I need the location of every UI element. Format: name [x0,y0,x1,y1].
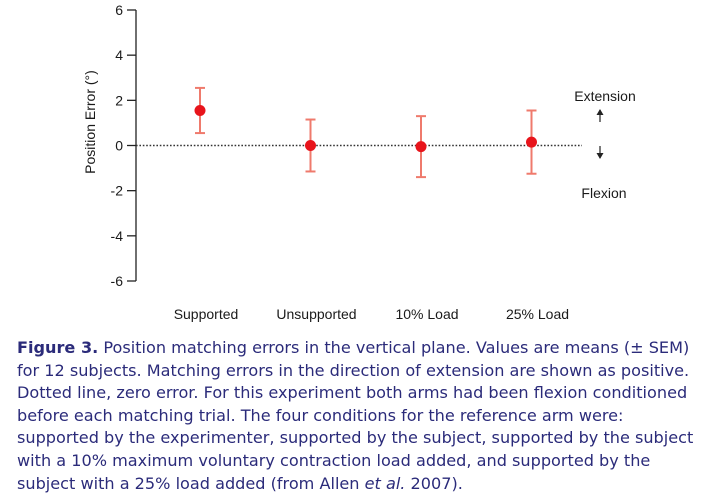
flexion-label: Flexion [581,185,626,201]
caption-label: Figure 3. [17,338,99,357]
y-axis: -6 -4 -2 0 2 4 6 [111,2,137,289]
x-tick-label: 25% Load [506,306,569,322]
mean-marker [415,141,427,153]
y-tick-label: 6 [115,2,123,18]
y-tick-label: 0 [115,138,123,154]
y-tick-label: -6 [111,273,124,289]
data-points [194,86,537,179]
figure-caption: Figure 3. Position matching errors in th… [17,337,697,495]
x-tick-labels: Supported Unsupported 10% Load 25% Load [174,306,569,322]
mean-marker [305,140,316,151]
arrow-up-icon [596,109,604,122]
caption-text: Position matching errors in the vertical… [17,338,694,493]
y-tick-label: -4 [111,228,124,244]
data-point [415,115,427,179]
x-tick-label: 10% Load [395,306,458,322]
caption-text-end: 2007). [405,473,463,493]
y-tick-label: 4 [115,47,123,63]
figure-chart: -6 -4 -2 0 2 4 6 Supported Unsupported 10% Load 2… [82,2,636,322]
direction-annotations: Extension Flexion [574,88,635,201]
y-tick-label: -2 [111,183,124,199]
data-point [194,86,206,135]
y-tick-label: 2 [115,92,123,108]
extension-label: Extension [574,88,635,104]
caption-italic: et al. [364,473,406,493]
x-tick-label: Supported [174,306,239,322]
data-point [305,118,316,173]
x-tick-label: Unsupported [276,306,356,322]
mean-marker [526,136,537,148]
data-point [526,109,537,175]
y-axis-label: Position Error (°) [82,70,98,174]
arrow-down-icon [596,146,604,159]
mean-marker [194,104,206,116]
